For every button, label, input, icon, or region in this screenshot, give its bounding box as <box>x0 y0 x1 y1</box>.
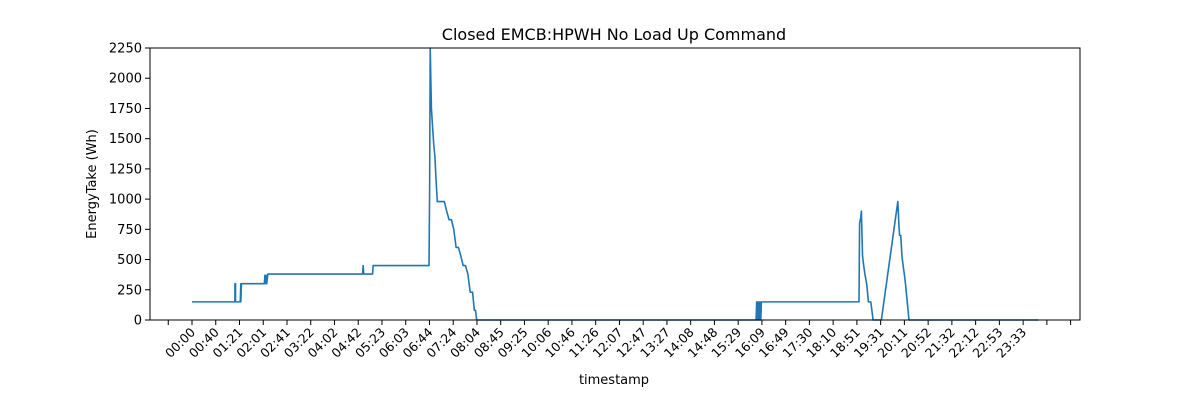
y-tick-label: 750 <box>117 223 142 238</box>
x-axis: 00:0000:4001:2102:0102:4103:2204:0204:42… <box>162 320 1072 361</box>
chart-title: Closed EMCB:HPWH No Load Up Command <box>442 25 786 44</box>
y-tick-label: 500 <box>117 253 142 268</box>
y-tick-label: 0 <box>134 314 142 329</box>
y-tick-label: 1000 <box>109 193 142 208</box>
y-axis-label: EnergyTake (Wh) <box>85 129 100 239</box>
y-tick-label: 2000 <box>109 72 142 87</box>
plot-frame <box>149 47 1081 321</box>
y-axis: 0 250 500 750 1000 1250 1500 1750 2000 2250 <box>109 42 150 329</box>
series-line <box>192 47 1039 321</box>
y-tick-label: 250 <box>117 283 142 298</box>
y-tick-label: 1500 <box>109 132 142 147</box>
y-tick-label: 1750 <box>109 102 142 117</box>
y-tick-label: 2250 <box>109 42 142 57</box>
x-axis-label: timestamp <box>579 373 649 388</box>
y-tick-label: 1250 <box>109 162 142 177</box>
